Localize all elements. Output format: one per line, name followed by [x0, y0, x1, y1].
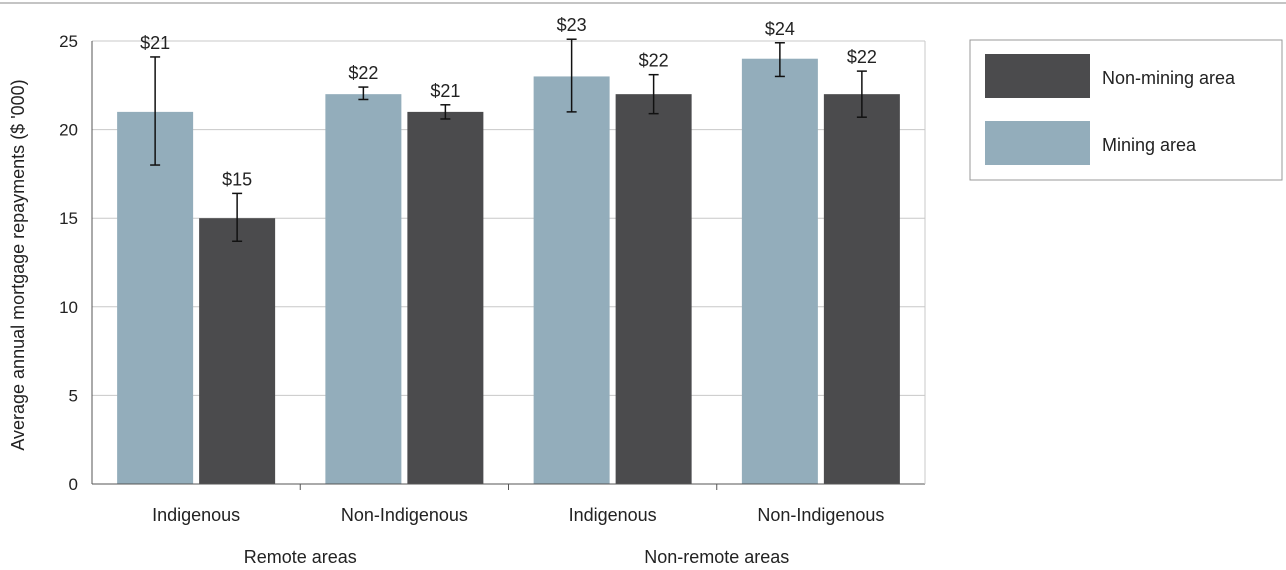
- x-tick-label: Indigenous: [152, 505, 240, 525]
- bars: [117, 38, 900, 484]
- data-label: $22: [639, 51, 669, 71]
- bar: [325, 94, 402, 484]
- x-tick-label: Indigenous: [569, 505, 657, 525]
- y-tick-label: 20: [59, 121, 78, 140]
- axes: 0 5 10 15 20 25: [59, 32, 926, 494]
- y-tick-label: 0: [69, 475, 78, 494]
- data-label: $24: [765, 19, 795, 39]
- bar: [117, 111, 194, 484]
- group-label: Remote areas: [244, 547, 357, 567]
- legend: Non-mining area Mining area: [969, 39, 1283, 181]
- y-tick-label: 5: [69, 386, 78, 405]
- bar: [615, 94, 692, 484]
- bar: [533, 76, 610, 484]
- bar: [199, 218, 276, 484]
- y-tick-label: 15: [59, 209, 78, 228]
- legend-label: Non-mining area: [1102, 68, 1236, 88]
- legend-label: Mining area: [1102, 135, 1197, 155]
- data-label: $22: [847, 47, 877, 67]
- data-label: $21: [140, 33, 170, 53]
- data-label: $15: [222, 169, 252, 189]
- bar: [823, 94, 900, 484]
- bar: [407, 111, 484, 484]
- data-label: $23: [557, 15, 587, 35]
- group-label: Non-remote areas: [644, 547, 789, 567]
- data-label: $21: [430, 81, 460, 101]
- y-axis-label: Average annual mortgage repayments ($ '0…: [8, 79, 28, 450]
- y-tick-label: 10: [59, 298, 78, 317]
- x-tick-label: Non-Indigenous: [757, 505, 884, 525]
- legend-swatch: [985, 121, 1090, 165]
- y-tick-label: 25: [59, 32, 78, 51]
- legend-swatch: [985, 54, 1090, 98]
- bar: [741, 58, 818, 484]
- data-label: $22: [348, 63, 378, 83]
- labels: $21 $15 Indigenous $22 $21 Non-Indigenous $23 $…: [140, 15, 884, 567]
- x-tick-label: Non-Indigenous: [341, 505, 468, 525]
